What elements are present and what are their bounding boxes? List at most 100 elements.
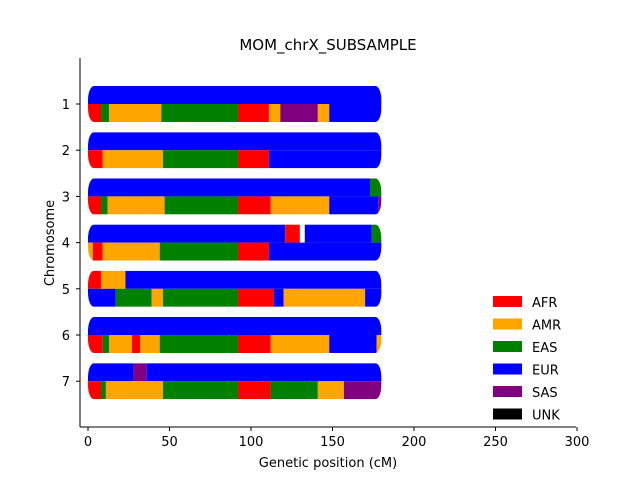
segment-eur [88,132,382,151]
segment-eur [88,288,116,307]
segment-afr [237,288,274,307]
segment-amr [102,242,160,261]
y-tick-label: 2 [62,144,70,159]
segment-amr [109,335,133,353]
segment-amr [270,335,330,353]
segment-eur [88,86,382,104]
y-ticks: 1 2 3 4 5 6 7 [62,98,80,390]
y-tick-label: 7 [62,375,70,390]
segment-eur [329,335,377,353]
segment-afr [285,224,300,243]
segment-eur [146,363,382,382]
chromosome-1 [88,86,382,122]
segment-eas [369,178,382,197]
segment-afr [132,335,141,353]
segment-eur [329,196,379,215]
segment-eas [159,242,238,261]
segment-eas [159,335,238,353]
chromosome-bars [88,86,382,400]
legend-swatch-sas [493,386,522,397]
legend-swatch-afr [493,296,522,307]
segment-eur [268,242,382,261]
segment-afr [88,196,102,215]
y-tick-label: 6 [62,329,70,344]
segment-afr [237,242,269,261]
segment-afr [237,150,269,169]
segment-amr [376,335,382,353]
segment-eas [371,224,382,243]
segment-sas [133,363,147,382]
segment-amr [107,196,165,215]
segment-amr [109,104,162,122]
segment-eur [88,363,134,382]
segment-amr [101,270,126,289]
segment-eur [329,104,382,122]
legend-swatch-eur [493,363,522,375]
segment-amr [105,381,163,400]
x-axis-label: Genetic position (cM) [259,456,397,471]
segment-eas [270,381,318,400]
chromosome-3 [88,178,382,215]
legend-label-eas: EAS [532,341,557,356]
segment-sas [378,196,382,215]
segment-afr [88,150,103,169]
x-tick-label: 250 [483,435,508,450]
legend-label-unk: UNK [532,409,560,424]
segment-amr [151,288,163,307]
segment-eas [115,288,152,307]
segment-eas [161,104,238,122]
segment-eur [125,270,382,289]
x-tick-label: 300 [565,435,590,450]
segment-afr [88,381,102,400]
chromosome-5 [88,270,382,307]
segment-afr [237,104,269,122]
segment-eur [268,150,382,169]
segment-afr [92,242,103,261]
segment-eur [88,224,286,243]
segment-eas [102,335,110,353]
y-tick-label: 4 [62,237,70,252]
x-ticks: 0 50 100 150 200 250 300 [84,427,590,450]
segment-eur [88,317,382,335]
segment-eas [162,288,238,307]
segment-afr [88,270,102,289]
segment-afr [237,335,271,353]
x-tick-label: 200 [402,435,427,450]
chromosome-7 [88,363,382,400]
segment-unk_gap [299,224,305,243]
x-tick-label: 150 [320,435,345,450]
x-tick-label: 0 [84,435,92,450]
segment-afr [88,104,102,122]
legend-label-sas: SAS [532,386,558,401]
legend-label-afr: AFR [532,296,557,311]
legend: AFR AMR EAS EUR SAS UNK [493,296,561,424]
segment-eas [162,150,238,169]
segment-sas [343,381,382,400]
segment-eas [101,104,110,122]
segment-amr [88,242,93,261]
y-tick-label: 3 [62,190,70,205]
segment-amr [268,104,281,122]
segment-eur [273,288,284,307]
y-tick-label: 1 [62,98,70,113]
segment-amr [317,104,330,122]
segment-eur [365,288,382,307]
x-tick-label: 50 [161,435,178,450]
chart-title: MOM_chrX_SUBSAMPLE [239,36,416,55]
segment-amr [140,335,160,353]
segment-afr [237,196,271,215]
segment-eas [101,381,106,400]
segment-eas [101,196,108,215]
segment-amr [283,288,366,307]
segment-eur [88,178,370,197]
legend-label-amr: AMR [532,319,561,334]
segment-afr [237,381,271,400]
segment-afr [88,335,103,353]
segment-amr [270,196,330,215]
y-tick-label: 5 [62,283,70,298]
segment-amr [317,381,344,400]
segment-eur [304,224,372,243]
legend-swatch-unk [493,408,522,420]
chromosome-2 [88,132,382,169]
